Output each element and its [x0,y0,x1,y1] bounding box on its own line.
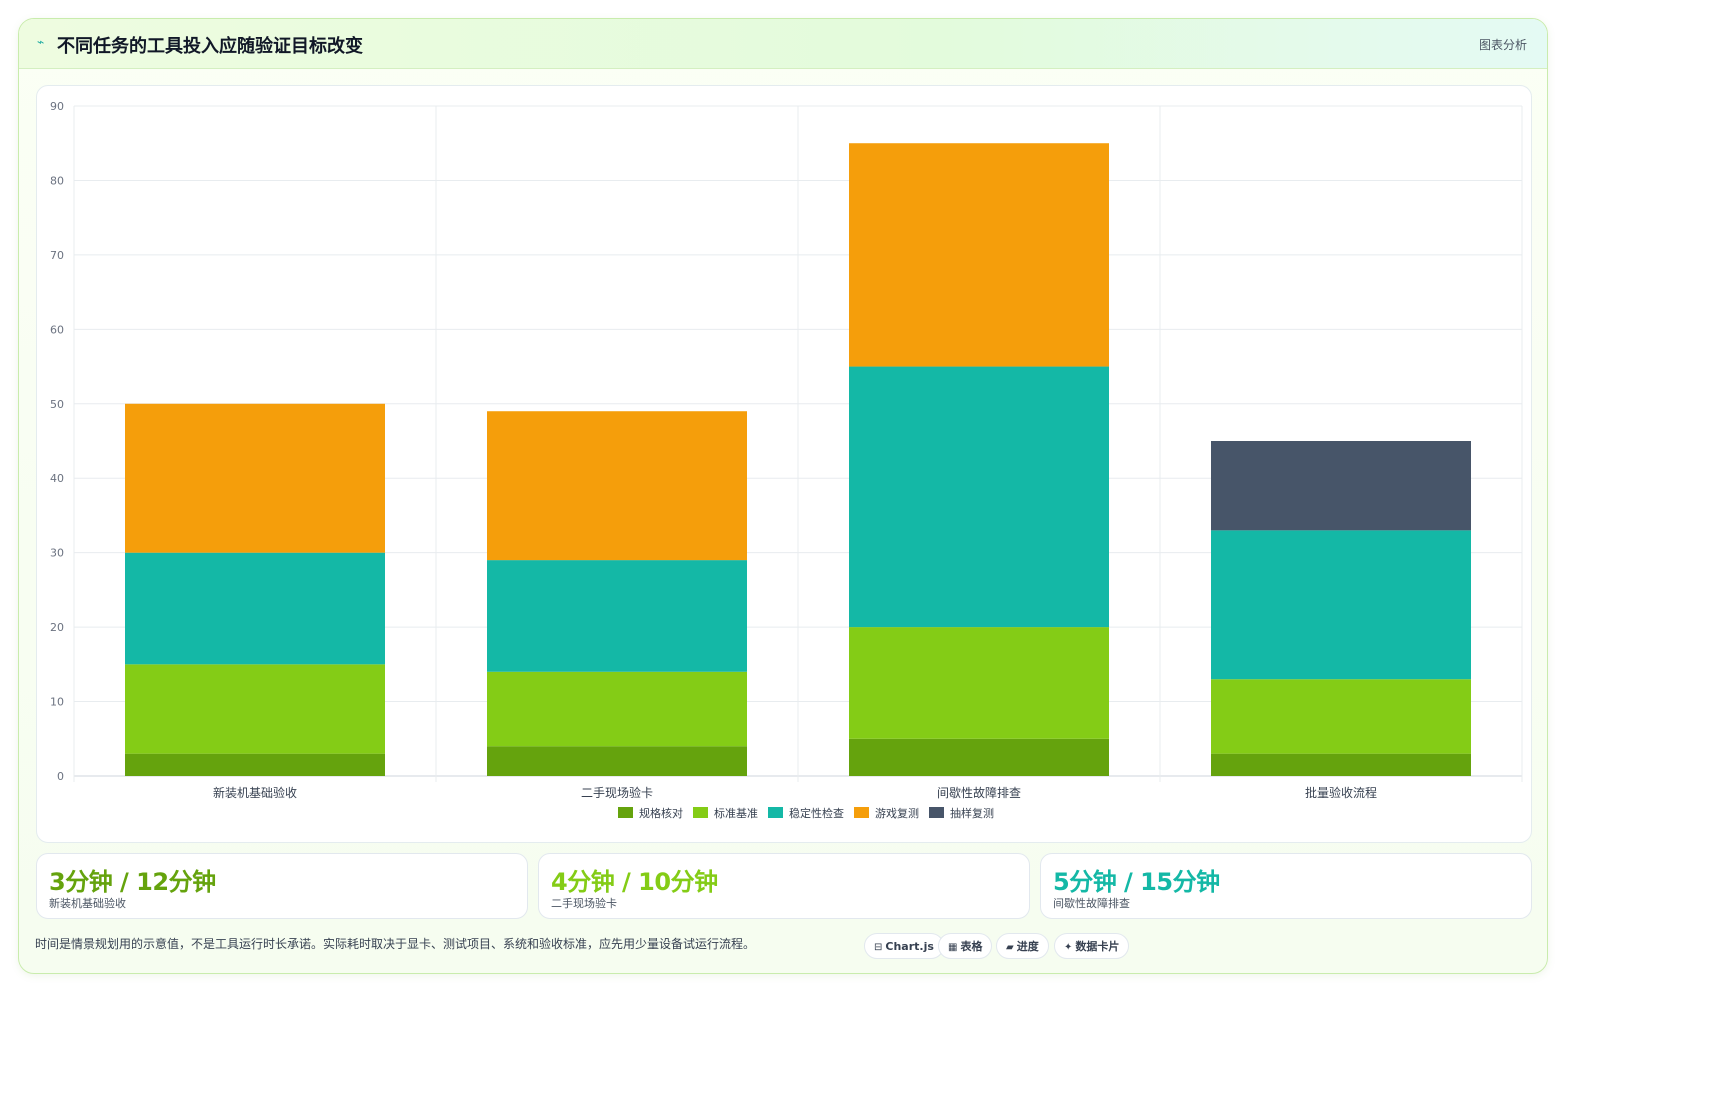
legend-label: 标准基准 [714,806,758,820]
y-tick-label: 60 [50,323,64,336]
bar-segment [1211,530,1471,680]
stat-label: 二手现场验卡 [551,897,617,910]
table-icon: ▦ [948,942,958,953]
stacked-bar-chart: 0 10 20 30 40 50 60 70 80 90 新装机基础验收 二手现场验卡 间歇性故障排查 批… [50,100,1523,820]
data-card-icon: ✦ [1064,942,1073,953]
bar-segment [487,411,747,561]
stat-label: 新装机基础验收 [49,897,126,910]
pill-label: 数据卡片 [1075,940,1120,953]
legend-label: 抽样复测 [950,806,994,820]
bar-segment [125,664,385,754]
pill-label: 表格 [960,940,983,953]
legend-swatch [929,807,944,818]
stat-value: 3分钟 / 12分钟 [49,868,216,896]
bar-segment [487,560,747,672]
stat-value: 5分钟 / 15分钟 [1053,868,1220,896]
y-tick-label: 10 [50,696,64,709]
bar-segment [1211,753,1471,776]
y-tick-label: 30 [50,547,64,560]
legend-swatch [854,807,869,818]
bar-segment [849,143,1109,367]
stat-label: 间歇性故障排查 [1053,897,1130,910]
bar-segment [849,627,1109,739]
x-tick-label: 批量验收流程 [1305,785,1377,800]
bar-segment [487,746,747,776]
bar-segment [1211,441,1471,531]
sparkle-icon: ⌁ [37,35,45,49]
bar-segment [487,671,747,747]
stat-card-2: 5分钟 / 15分钟 间歇性故障排查 [1040,853,1532,919]
bar-segment [125,403,385,553]
bar-segment [1211,679,1471,754]
y-tick-label: 20 [50,621,64,634]
progress-icon: ▰ [1006,942,1014,953]
x-tick-label: 新装机基础验收 [213,785,297,800]
bar-segment [849,366,1109,628]
card-title: 不同任务的工具投入应随验证目标改变 [57,36,363,57]
footnote: 时间是情景规划用的示意值，不是工具运行时长承诺。实际耗时取决于显卡、测试项目、系… [35,937,756,951]
y-tick-label: 80 [50,174,64,187]
legend-swatch [618,807,633,818]
y-tick-label: 90 [50,100,64,113]
pill-chartjs[interactable]: ⊟ Chart.js [864,933,944,959]
stat-value: 4分钟 / 10分钟 [551,868,718,896]
pill-progress[interactable]: ▰ 进度 [996,933,1049,959]
y-tick-label: 70 [50,249,64,262]
legend-swatch [768,807,783,818]
bar-segment [125,753,385,776]
y-tick-label: 40 [50,472,64,485]
pill-data-card[interactable]: ✦ 数据卡片 [1054,933,1130,959]
pill-table[interactable]: ▦ 表格 [938,933,993,959]
chart-icon: ⊟ [874,942,883,953]
stat-card-1: 4分钟 / 10分钟 二手现场验卡 [538,853,1030,919]
legend-label: 稳定性检查 [789,806,844,820]
y-tick-label: 0 [57,770,64,783]
pill-label: 进度 [1016,940,1039,953]
x-tick-label: 二手现场验卡 [581,785,653,800]
bar-segment [125,552,385,665]
card-header: ⌁ 不同任务的工具投入应随验证目标改变 图表分析 [19,19,1547,69]
chart-panel: 0 10 20 30 40 50 60 70 80 90 新装机基础验收 二手现场验卡 间歇性故障排查 批… [36,85,1532,843]
chart-card: ⌁ 不同任务的工具投入应随验证目标改变 图表分析 0 10 20 30 40 50 60 70… [18,18,1548,974]
legend-swatch [693,807,708,818]
legend-label: 规格核对 [639,806,683,820]
bar-segment [849,738,1109,776]
y-tick-label: 50 [50,398,64,411]
analysis-tag[interactable]: 图表分析 [1478,38,1527,52]
legend-label: 游戏复测 [875,806,919,820]
stat-card-0: 3分钟 / 12分钟 新装机基础验收 [36,853,528,919]
pill-label: Chart.js [885,940,934,953]
x-tick-label: 间歇性故障排查 [937,785,1021,800]
